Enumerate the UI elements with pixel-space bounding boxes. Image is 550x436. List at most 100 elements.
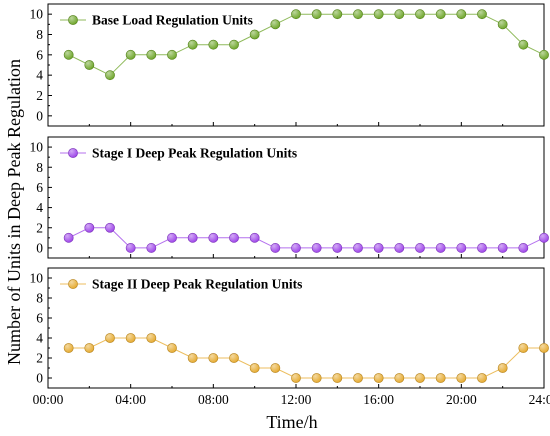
x-tick-label: 08:00 [198,392,229,407]
y-tick-label: 8 [36,291,43,306]
legend-marker [68,15,78,25]
y-tick-label: 6 [36,47,43,62]
data-point [270,19,281,30]
x-tick-label: 12:00 [281,392,312,407]
data-point [518,343,529,353]
data-point [353,9,363,20]
data-point [394,373,405,383]
data-point [208,232,219,243]
data-point [187,232,198,243]
data-point [125,49,136,60]
data-point [63,232,74,243]
data-point [229,232,239,243]
data-point [146,243,157,253]
data-point [105,333,115,343]
series-line [68,227,545,249]
data-point [208,39,219,50]
data-point [332,243,343,253]
data-point [373,243,384,253]
data-point [105,222,115,233]
data-point [229,39,239,50]
data-point [208,353,219,363]
data-point [518,39,529,50]
data-point [477,9,487,20]
data-point [456,9,467,20]
data-point [539,49,549,60]
legend: Base Load Regulation Units [60,13,253,28]
data-point [291,9,301,20]
data-point [435,243,446,253]
data-point [373,9,384,20]
data-point [270,363,281,373]
data-point [311,9,322,20]
data-point [84,343,95,353]
series-line [68,337,544,379]
data-point [415,243,425,253]
data-point [229,353,239,363]
legend: Stage I Deep Peak Regulation Units [60,146,297,161]
data-point [63,343,74,353]
data-point [456,243,467,253]
data-point [311,243,322,253]
data-point [539,343,549,353]
data-point [435,373,446,383]
data-point [332,373,343,383]
panel-3: 0 2 4 6 8 10 00:00 04:00 08:00 12:00 16:00 20:00 24:… [30,267,550,407]
legend-marker [68,148,78,158]
y-tick-label: 4 [36,68,43,83]
x-tick-label: 16:00 [363,392,394,407]
legend: Stage II Deep Peak Regulation Units [60,277,302,292]
data-point [146,49,157,60]
data-point [311,373,322,383]
data-point [291,373,301,383]
data-point [435,9,446,20]
legend-marker [68,279,78,289]
data-point [539,232,549,243]
data-point [125,243,136,253]
data-point [497,243,508,253]
y-tick-label: 2 [36,220,43,235]
y-tick-label: 10 [30,7,44,22]
y-tick-label: 8 [36,160,43,175]
y-tick-label: 2 [36,88,43,103]
data-point [353,243,363,253]
data-point [146,333,157,343]
data-point [84,222,95,233]
data-point [125,333,136,343]
y-axis-label: Number of Units in Deep Peak Regulation [4,59,24,365]
data-point [394,9,405,20]
data-point [63,49,74,60]
y-tick-label: 0 [36,371,43,386]
x-tick-label: 04:00 [115,392,146,407]
data-point [249,29,260,40]
data-point [456,373,467,383]
data-point [497,363,508,373]
data-point [477,373,487,383]
panel-2: 0 2 4 6 8 10 Stage I Deep Peak Regulation Unit… [30,136,549,259]
data-point [415,9,425,20]
data-point [167,343,177,353]
data-point [394,243,405,253]
x-tick-label: 24:00 [529,392,550,407]
data-point [291,243,301,253]
y-tick-label: 2 [36,351,43,366]
data-point [187,353,198,363]
data-point [353,373,363,383]
legend-label: Stage I Deep Peak Regulation Units [92,146,297,161]
data-point [518,243,529,253]
data-point [332,9,343,20]
y-tick-label: 0 [36,240,43,255]
data-point [249,363,260,373]
x-tick-label: 00:00 [33,392,64,407]
panel-1: 0 2 4 6 8 10 Base Load Regulation Units [30,3,549,127]
data-point [187,39,198,50]
data-point [105,70,115,81]
y-tick-label: 4 [36,331,43,346]
data-point [167,232,177,243]
y-tick-label: 8 [36,27,43,42]
y-tick-label: 6 [36,180,43,195]
y-tick-label: 0 [36,108,43,123]
data-point [249,232,260,243]
data-point [167,49,177,60]
